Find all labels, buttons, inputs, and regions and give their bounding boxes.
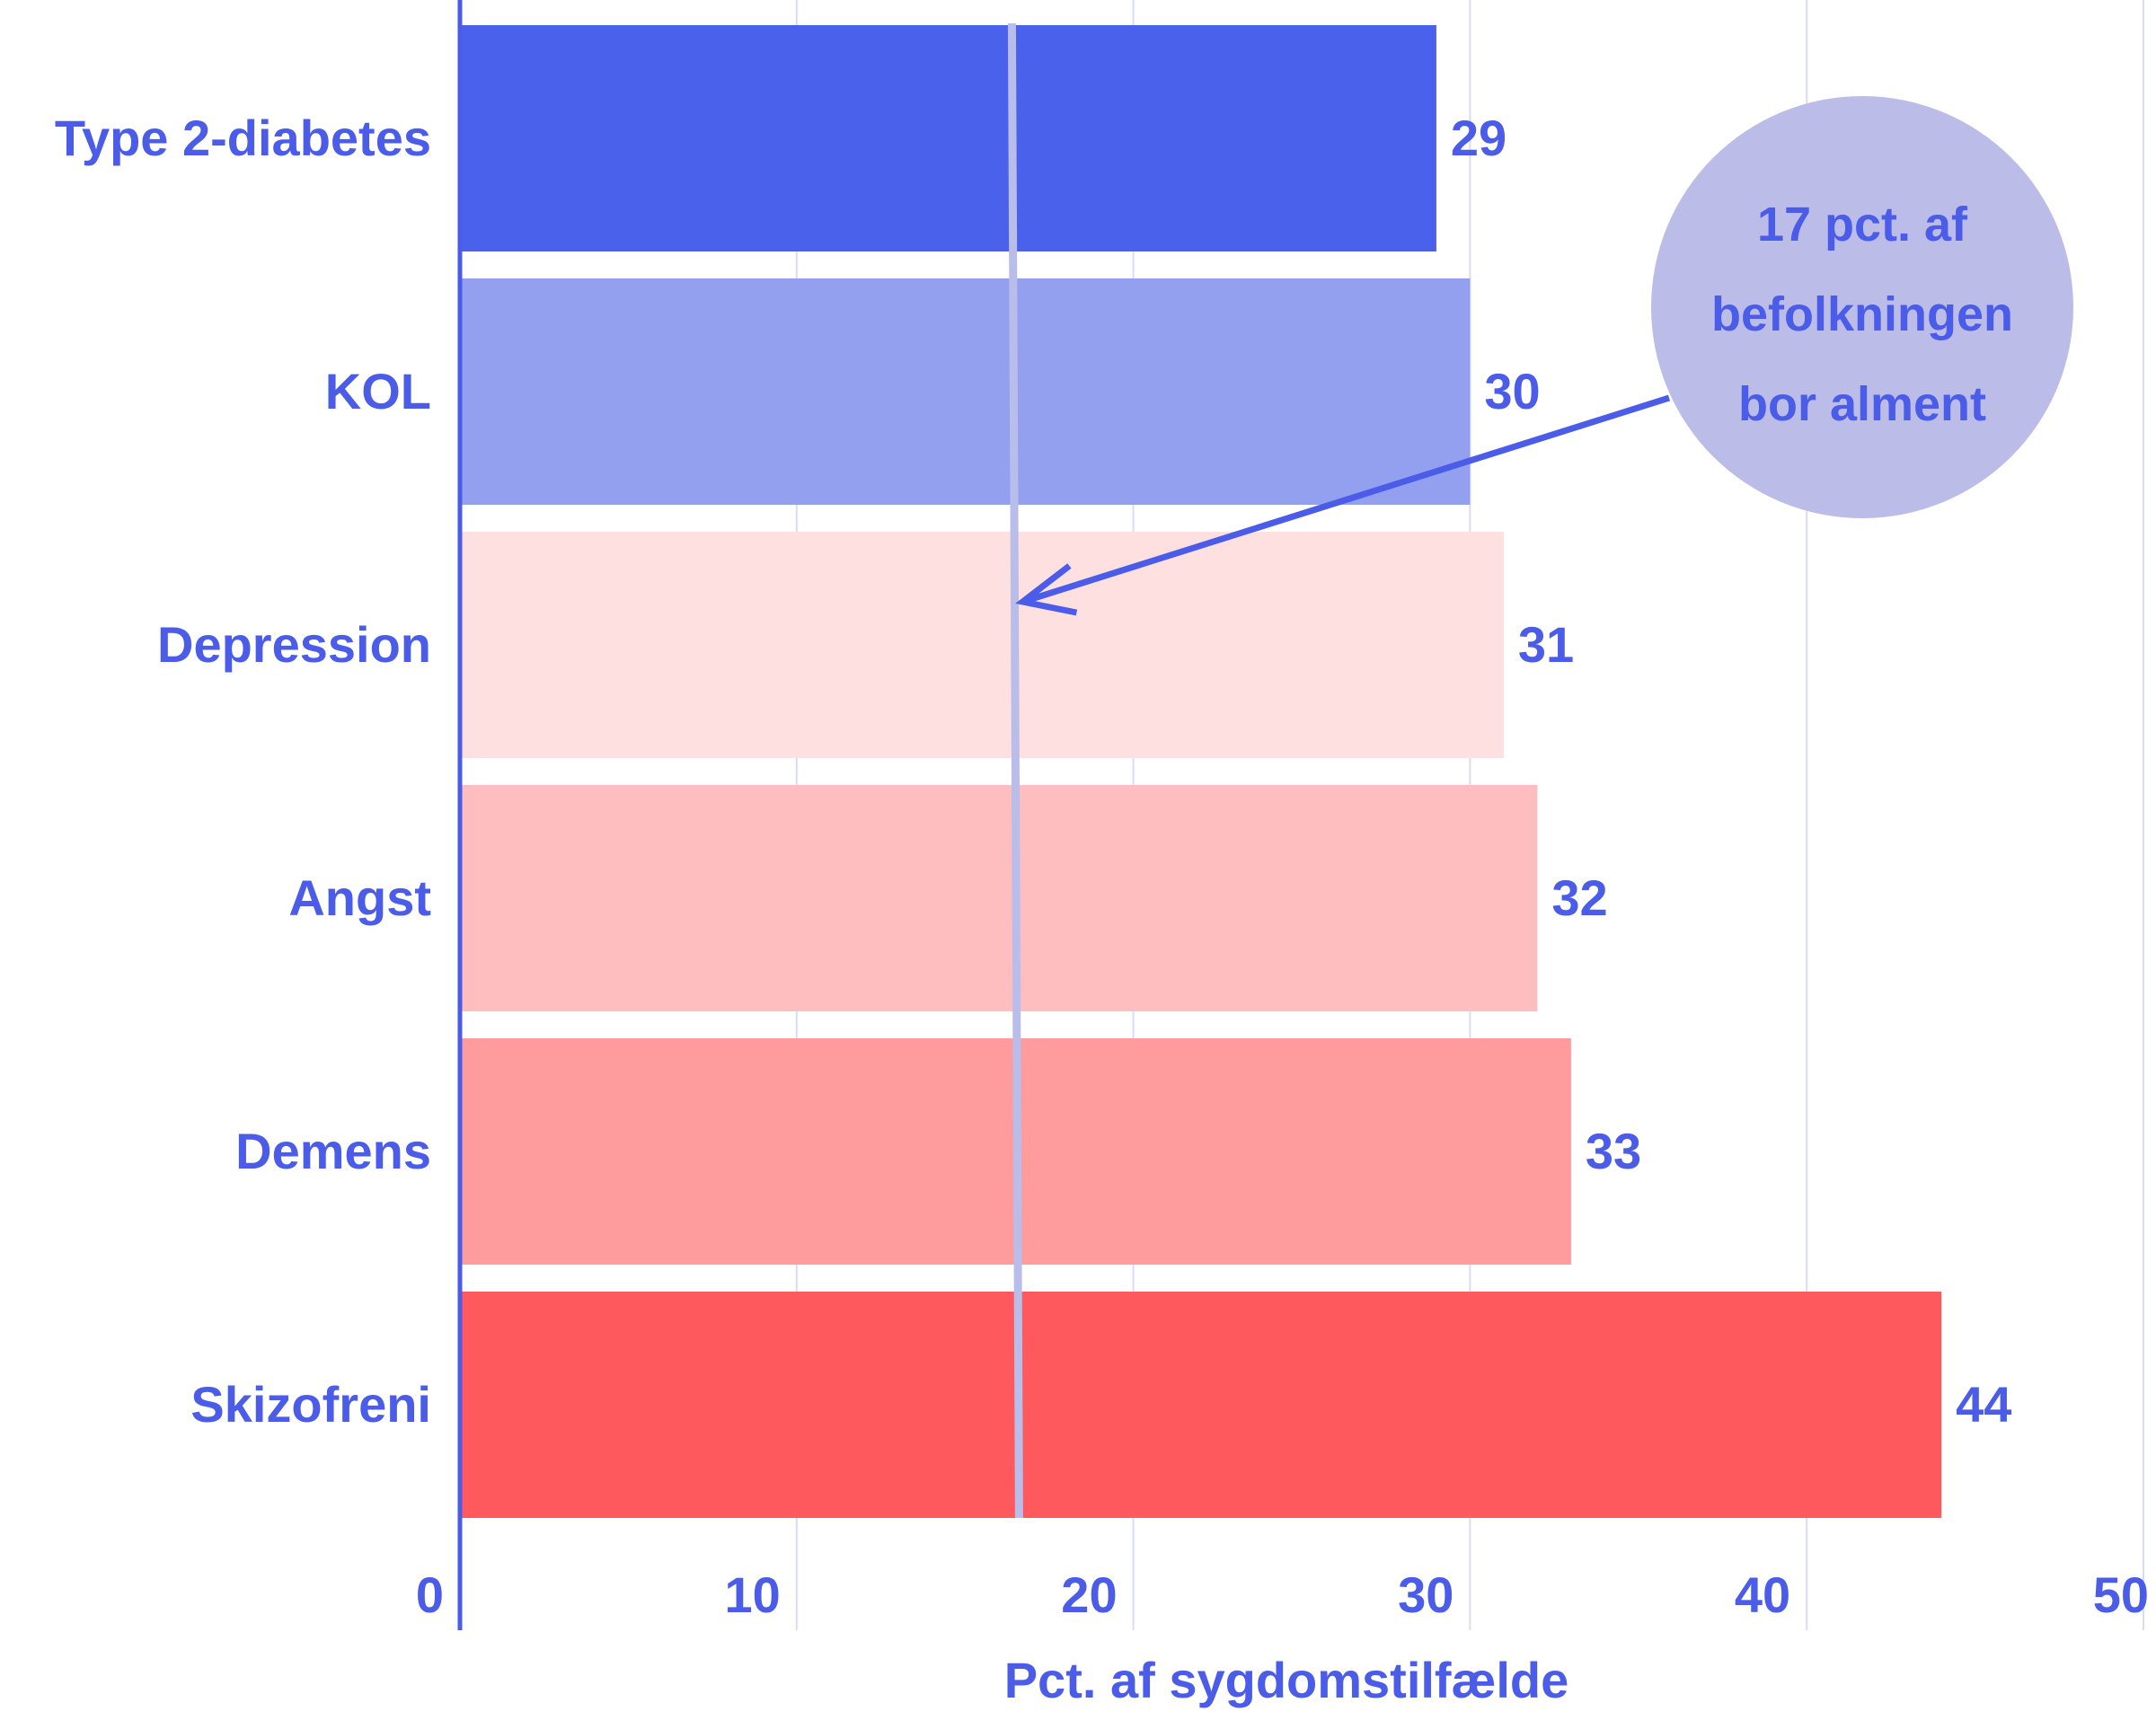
annotation-line-3: bor alment — [1738, 377, 1986, 431]
reference-layer — [1007, 22, 1023, 1519]
x-tick-label: 50 — [2093, 1566, 2149, 1623]
value-label: 30 — [1484, 363, 1540, 419]
bar-depression — [460, 532, 1504, 758]
category-label: Demens — [235, 1123, 431, 1179]
x-tick-label: 10 — [725, 1566, 781, 1623]
category-label: Type 2-diabetes — [55, 110, 431, 166]
reference-line — [1007, 22, 1023, 1519]
category-label: Skizofreni — [190, 1376, 431, 1433]
annotation-bubble — [1651, 96, 2073, 518]
category-label: KOL — [325, 363, 431, 419]
value-label: 31 — [1518, 616, 1574, 673]
bar-kol — [460, 278, 1471, 505]
value-label: 33 — [1586, 1123, 1641, 1179]
bar-type-2-diabetes — [460, 25, 1436, 251]
x-tick-label: 20 — [1061, 1566, 1117, 1623]
x-tick-label: 40 — [1735, 1566, 1790, 1623]
bar-skizofreni — [460, 1292, 1942, 1518]
value-label: 32 — [1551, 869, 1607, 926]
annotation-line-1: 17 pct. af — [1757, 198, 1968, 251]
bar-angst — [460, 785, 1538, 1011]
bars-layer — [460, 25, 1942, 1518]
axis-layer: 0 10 20 30 40 50 — [416, 0, 2149, 1630]
annotation-line-2: befolkningen — [1711, 287, 2013, 341]
category-label: Angst — [288, 869, 431, 926]
x-tick-label: 0 — [416, 1566, 444, 1623]
value-label: 44 — [1956, 1376, 2011, 1433]
annotation-arrow-head — [1015, 563, 1078, 616]
value-label: 29 — [1451, 110, 1507, 166]
x-tick-label: 30 — [1398, 1566, 1454, 1623]
labels-layer: Type 2-diabetes 29 KOL 30 Depression 31 Angst 3… — [55, 110, 2012, 1433]
x-axis-title: Pct. af sygdomstilfælde — [1004, 1652, 1569, 1708]
annotation-layer: 17 pct. af befolkningen bor alment — [1015, 96, 2073, 616]
category-label: Depression — [157, 616, 431, 673]
annotation-arrow — [1021, 394, 1671, 605]
